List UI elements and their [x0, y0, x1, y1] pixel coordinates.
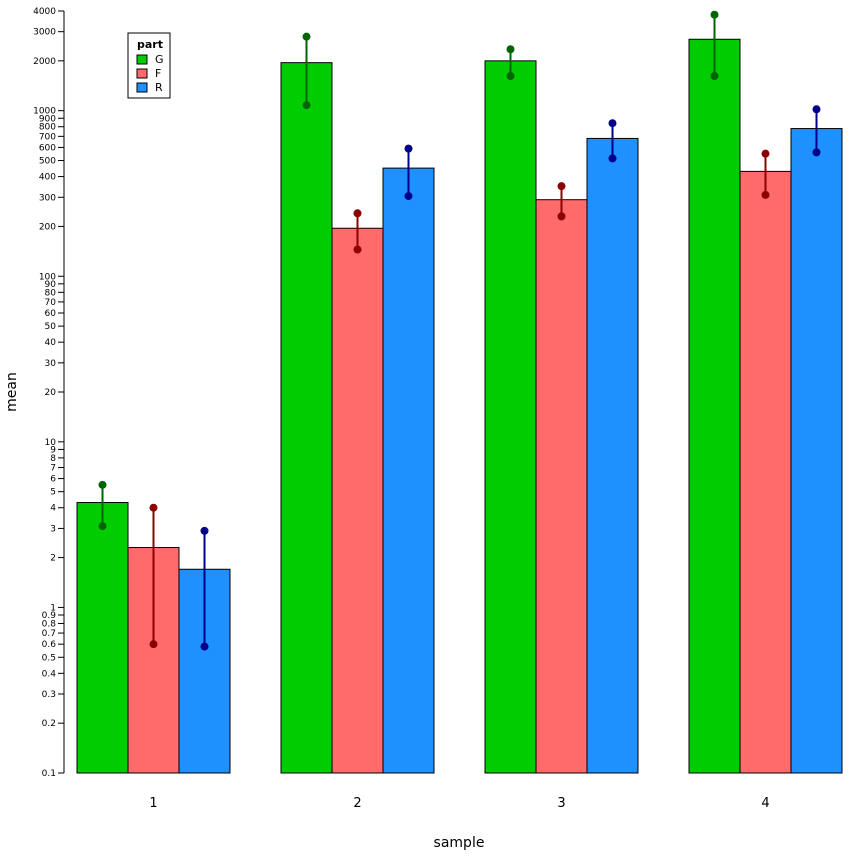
error-point-high — [302, 32, 311, 41]
bar-R-3 — [586, 137, 639, 774]
y-tick-label: 900 — [39, 114, 56, 124]
bar-F-3 — [535, 199, 588, 774]
y-tick-label: 0.5 — [42, 653, 56, 663]
bars-layer — [76, 38, 843, 774]
y-tick-label: 1000 — [33, 107, 56, 117]
y-tick-label: 5 — [50, 488, 56, 498]
x-tick-label: 1 — [149, 796, 157, 811]
error-point-high — [812, 105, 821, 114]
legend-box — [127, 32, 171, 99]
error-point-low — [557, 212, 566, 221]
y-tick-label: 10 — [45, 438, 57, 448]
y-tick-label: 7 — [50, 463, 56, 473]
error-point-low — [200, 642, 209, 651]
y-tick-label: 4000 — [33, 7, 56, 17]
y-tick-label: 0.7 — [42, 629, 56, 639]
error-point-low — [302, 101, 311, 110]
legend-swatch-F — [136, 68, 148, 79]
bar-G-3 — [484, 60, 537, 774]
y-tick-label: 700 — [39, 132, 56, 142]
legend-items: GFR — [136, 53, 164, 94]
error-point-low — [812, 148, 821, 157]
y-tick-label: 100 — [39, 272, 56, 282]
y-axis-title: mean — [4, 372, 20, 412]
y-tick-label: 30 — [45, 359, 57, 369]
error-point-low — [710, 71, 719, 80]
y-tick-label: 8 — [50, 454, 56, 464]
y-tick-label: 80 — [45, 288, 57, 298]
error-point-low — [761, 190, 770, 199]
y-tick-label: 0.3 — [42, 690, 56, 700]
error-point-low — [608, 154, 617, 163]
x-axis: 1 2 3 4 — [149, 796, 769, 811]
error-point-high — [149, 503, 158, 512]
bar-G-4 — [688, 38, 741, 774]
bar-F-4 — [739, 170, 792, 774]
bar-R-4 — [790, 128, 843, 774]
y-tick-label: 2000 — [33, 57, 56, 67]
y-tick-label: 1 — [50, 603, 56, 613]
y-tick-label: 6 — [50, 475, 56, 485]
y-tick-label: 20 — [45, 388, 57, 398]
y-tick-label: 300 — [39, 193, 56, 203]
y-tick-label: 0.8 — [42, 619, 57, 629]
legend-title: part — [137, 38, 163, 51]
y-tick-label: 4 — [50, 504, 56, 514]
y-tick-label: 0.9 — [42, 611, 57, 621]
error-point-low — [506, 71, 515, 80]
y-tick-label: 2 — [50, 554, 56, 564]
x-axis-title: sample — [434, 835, 485, 851]
legend-swatch-R — [136, 82, 148, 93]
x-tick-label: 2 — [353, 796, 361, 811]
y-tick-label: 3 — [50, 524, 56, 534]
x-tick-label: 3 — [557, 796, 565, 811]
error-point-low — [149, 640, 158, 649]
error-point-high — [557, 182, 566, 191]
error-point-low — [404, 192, 413, 201]
error-point-high — [761, 149, 770, 158]
legend-label-F: F — [155, 67, 161, 80]
error-point-high — [353, 209, 362, 218]
bar-G-1 — [76, 502, 129, 774]
legend-swatch-G — [136, 54, 148, 65]
error-point-high — [506, 45, 515, 54]
y-tick-label: 200 — [39, 222, 56, 232]
legend-label-G: G — [155, 53, 164, 66]
x-tick-label: 4 — [761, 796, 769, 811]
error-point-high — [200, 526, 209, 535]
y-tick-label: 500 — [39, 157, 56, 167]
y-tick-label: 0.2 — [42, 719, 56, 729]
bar-G-2 — [280, 62, 333, 774]
bar-F-2 — [331, 227, 384, 774]
y-tick-label: 40 — [45, 338, 57, 348]
legend: part GFR — [127, 32, 171, 99]
bar-R-2 — [382, 167, 435, 774]
y-tick-label: 3000 — [33, 28, 56, 38]
error-point-high — [98, 480, 107, 489]
y-tick-label: 0.6 — [42, 640, 57, 650]
y-tick-label: 0.1 — [42, 769, 56, 779]
error-point-low — [98, 522, 107, 531]
y-tick-label: 70 — [45, 298, 57, 308]
y-tick-label: 60 — [45, 309, 57, 319]
y-tick-label: 400 — [39, 173, 56, 183]
error-point-high — [404, 144, 413, 153]
legend-label-R: R — [155, 81, 163, 94]
y-tick-label: 90 — [45, 280, 57, 290]
y-tick-label: 800 — [39, 123, 56, 133]
error-point-high — [608, 119, 617, 128]
y-tick-label: 50 — [45, 322, 57, 332]
error-bars-layer — [98, 10, 821, 651]
y-tick-label: 600 — [39, 143, 56, 153]
y-tick-label: 0.4 — [42, 669, 57, 679]
error-point-high — [710, 10, 719, 19]
error-point-low — [353, 245, 362, 254]
y-tick-label: 9 — [50, 445, 56, 455]
